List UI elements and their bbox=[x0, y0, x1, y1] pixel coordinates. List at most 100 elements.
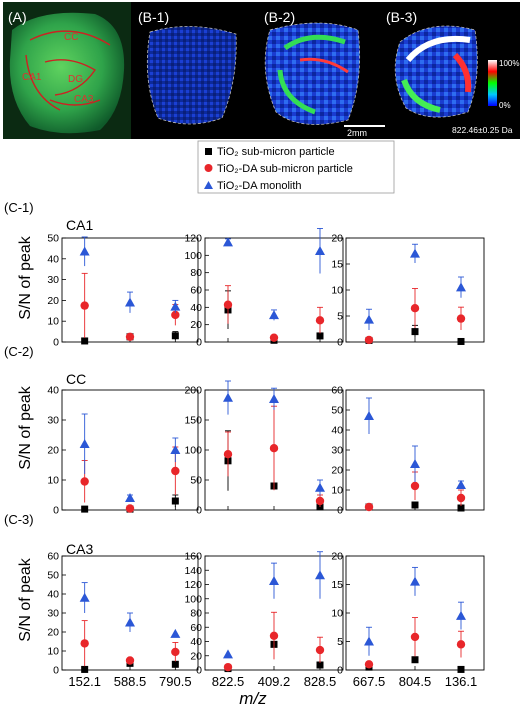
legend-label-0: TiO₂ sub-micron particle bbox=[217, 146, 335, 158]
point-tio2-da-submicron bbox=[269, 333, 279, 342]
ms-hotspot-b2-upper bbox=[283, 34, 346, 51]
point-tio2-da-monolith bbox=[315, 570, 325, 580]
point-tio2-da-submicron bbox=[223, 300, 233, 309]
point-tio2-da-submicron bbox=[80, 301, 89, 310]
y-tick-label: 140 bbox=[184, 565, 202, 577]
point-tio2-da-submicron bbox=[269, 631, 279, 640]
y-tick-label: 0 bbox=[53, 665, 59, 677]
point-tio2-submicron bbox=[81, 505, 89, 513]
plot-6: 0 10 20 30 40 50 60 bbox=[331, 385, 485, 517]
y-tick-label: 10 bbox=[47, 646, 59, 658]
point-tio2-da-submicron bbox=[269, 444, 279, 453]
legend-box bbox=[197, 140, 395, 194]
y-tick-label: 20 bbox=[47, 445, 59, 457]
y-tick-label: 120 bbox=[184, 233, 202, 245]
panel-b3: (B-3) bbox=[386, 9, 478, 118]
y-tick-label: 15 bbox=[331, 259, 343, 271]
point-tio2-da-submicron bbox=[223, 450, 233, 459]
y-tick-label: 100 bbox=[184, 445, 202, 457]
panel-a-label: (A) bbox=[8, 9, 27, 25]
point-tio2-da-monolith bbox=[79, 592, 90, 602]
y-tick-label: 20 bbox=[47, 295, 59, 307]
point-tio2-da-monolith bbox=[125, 493, 135, 502]
x-tick-label: 409.2 bbox=[258, 674, 291, 689]
point-tio2-da-submicron bbox=[364, 660, 374, 669]
point-tio2-da-submicron bbox=[410, 304, 420, 313]
y-tick-label: 20 bbox=[190, 319, 202, 331]
x-tick-label: 804.5 bbox=[399, 674, 432, 689]
region-outline-cc bbox=[29, 30, 111, 46]
point-tio2-da-monolith bbox=[456, 610, 466, 620]
y-tick-label: 40 bbox=[331, 425, 343, 437]
y-tick-label: 40 bbox=[47, 589, 59, 601]
x-axis-title: m/z bbox=[239, 689, 267, 708]
point-tio2-da-submicron bbox=[223, 662, 233, 672]
point-tio2-submicron bbox=[81, 665, 89, 673]
y-tick-label: 30 bbox=[47, 274, 59, 286]
y-tick-label: 150 bbox=[184, 415, 202, 427]
y-tick-label: 50 bbox=[190, 475, 202, 487]
plot-1: 0 10 20 30 40 50 bbox=[47, 233, 199, 349]
point-tio2-da-submicron bbox=[456, 640, 466, 649]
y-axis-title-row3: S/N of peak bbox=[17, 557, 34, 642]
point-tio2-da-monolith bbox=[79, 246, 90, 256]
point-tio2-da-submicron bbox=[410, 632, 420, 642]
y-tick-label: 30 bbox=[47, 415, 59, 427]
y-tick-label: 80 bbox=[190, 608, 202, 620]
y-tick-label: 0 bbox=[53, 505, 59, 517]
region-label-dg: DG bbox=[68, 74, 83, 85]
y-tick-label: 0 bbox=[337, 505, 343, 517]
x-tick-label: 828.5 bbox=[304, 674, 337, 689]
point-tio2-da-submicron bbox=[80, 477, 89, 486]
point-tio2-da-submicron bbox=[456, 493, 466, 503]
panel-b3-label: (B-3) bbox=[386, 9, 417, 25]
y-tick-label: 120 bbox=[184, 579, 202, 591]
ms-hotspot-b2-red bbox=[299, 57, 349, 74]
plot-3: 0 5 10 15 20 bbox=[331, 233, 485, 349]
point-tio2-submicron bbox=[411, 656, 419, 664]
x-tick-label: 667.5 bbox=[353, 674, 386, 689]
point-tio2-da-monolith bbox=[223, 237, 233, 247]
panel-b-group: (B-1) (B-2) (B-3) 100% 0% 2mm 822.46±0.2… bbox=[131, 2, 520, 139]
point-tio2-submicron bbox=[457, 504, 465, 512]
panel-b2-label: (B-2) bbox=[264, 9, 295, 25]
y-tick-label: 30 bbox=[47, 608, 59, 620]
point-tio2-da-monolith bbox=[223, 649, 233, 659]
point-tio2-da-submicron bbox=[410, 481, 420, 491]
y-tick-label: 20 bbox=[190, 650, 202, 662]
row-label-c2: (C-2) bbox=[4, 344, 34, 359]
legend-marker-square bbox=[205, 148, 212, 155]
y-tick-label: 50 bbox=[47, 233, 59, 245]
region-outline-ca3 bbox=[49, 99, 101, 106]
point-tio2-da-submicron bbox=[80, 639, 89, 648]
legend-label-1: TiO₂-DA sub-micron particle bbox=[217, 163, 353, 175]
point-tio2-da-submicron bbox=[125, 656, 135, 665]
legend-marker-triangle bbox=[204, 181, 213, 189]
region-title-cc: CC bbox=[66, 371, 86, 387]
y-tick-label: 60 bbox=[190, 622, 202, 634]
point-tio2-da-monolith bbox=[170, 301, 181, 311]
x-tick-label: 588.5 bbox=[114, 674, 147, 689]
panel-b1-label: (B-1) bbox=[138, 9, 169, 25]
y-tick-label: 60 bbox=[331, 385, 343, 397]
ms-hotspot-b3-red bbox=[452, 52, 472, 93]
ms-hotspot-b2-lower bbox=[277, 69, 316, 115]
y-axis-title-row1: S/N of peak bbox=[17, 235, 34, 320]
y-tick-label: 0 bbox=[196, 337, 202, 349]
point-tio2-da-monolith bbox=[170, 628, 181, 638]
y-tick-label: 0 bbox=[196, 505, 202, 517]
point-tio2-da-monolith bbox=[315, 246, 325, 255]
y-tick-label: 40 bbox=[190, 302, 202, 314]
row-label-c3: (C-3) bbox=[4, 512, 34, 527]
scale-bar-label: 2mm bbox=[347, 128, 367, 138]
y-tick-label: 20 bbox=[331, 465, 343, 477]
point-tio2-da-monolith bbox=[170, 445, 181, 454]
y-tick-label: 10 bbox=[47, 475, 59, 487]
point-tio2-submicron bbox=[411, 501, 419, 509]
y-tick-label: 160 bbox=[184, 551, 202, 563]
colorbar-gradient bbox=[488, 60, 497, 106]
x-tick-label: 822.5 bbox=[212, 674, 245, 689]
